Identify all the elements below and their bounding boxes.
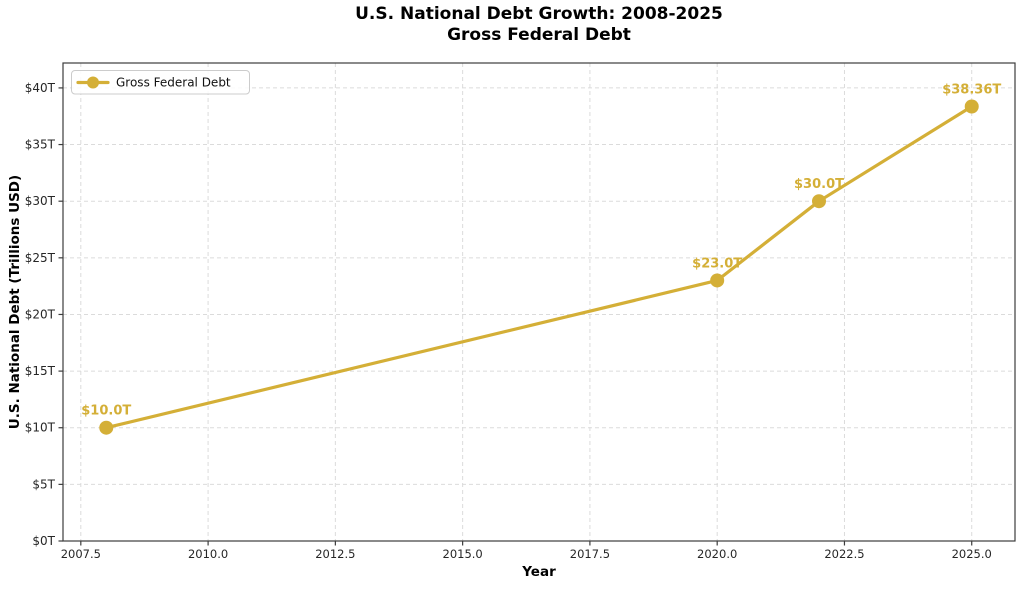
x-tick-label: 2010.0 [188, 547, 228, 561]
x-axis-title: Year [522, 564, 556, 580]
legend-box [71, 70, 250, 95]
x-tick-label: 2022.5 [824, 547, 864, 561]
y-tick-label: $0T [32, 534, 55, 548]
data-point-label: $38.36T [942, 82, 1001, 97]
x-tick-label: 2025.0 [952, 547, 992, 561]
data-point-label: $30.0T [794, 177, 844, 192]
data-point-label: $23.0T [692, 256, 742, 271]
legend-label: Gross Federal Debt [116, 76, 231, 90]
x-tick-label: 2007.5 [61, 547, 101, 561]
y-tick-label: $5T [32, 477, 55, 491]
data-point-marker [812, 194, 826, 209]
data-point-marker [710, 273, 725, 288]
x-tick-label: 2017.5 [570, 547, 610, 561]
y-tick-label: $40T [25, 81, 56, 95]
data-point-label: $10.0T [81, 404, 131, 419]
chart-title-line1: U.S. National Debt Growth: 2008-2025 [355, 4, 723, 24]
debt-line [104, 104, 974, 430]
y-tick-label: $35T [25, 138, 56, 152]
x-tick-label: 2012.5 [315, 547, 355, 561]
chart-title-line2: Gross Federal Debt [447, 25, 631, 45]
plot-border [62, 62, 1016, 542]
y-tick-label: $15T [25, 364, 56, 378]
y-tick-label: $10T [25, 421, 56, 435]
y-tick-label: $30T [25, 194, 56, 208]
legend-marker [87, 76, 99, 89]
chart-title: U.S. National Debt Growth: 2008-2025 Gro… [63, 4, 1015, 46]
y-tick-label: $20T [25, 307, 56, 321]
x-tick-label: 2020.0 [697, 547, 737, 561]
x-tick-label: 2015.0 [443, 547, 483, 561]
data-point-marker [99, 420, 114, 435]
data-point-marker [964, 99, 979, 114]
y-tick-label: $25T [25, 251, 56, 265]
